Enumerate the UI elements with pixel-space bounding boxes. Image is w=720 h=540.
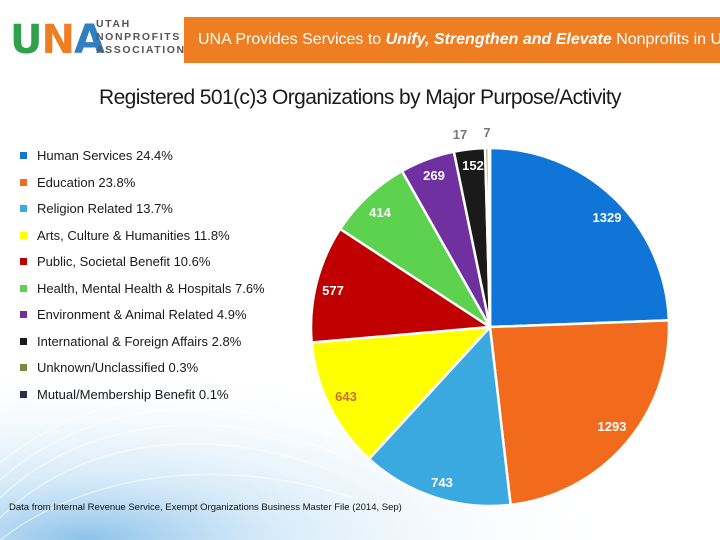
pie-slice-education — [488, 319, 671, 507]
legend-swatch — [20, 390, 27, 398]
una-logo: UNA UTAH NONPROFITS ASSOCIATION — [10, 14, 184, 66]
data-label-arts-culture-humanities: 643 — [335, 389, 357, 404]
pie-slice-religion-related — [367, 325, 512, 508]
data-label-mutual-membership-benefit: 7 — [483, 125, 490, 140]
legend-label: Arts, Culture & Humanities 11.8% — [37, 227, 230, 243]
legend-label: Education 23.8% — [37, 174, 136, 190]
legend-swatch — [20, 337, 27, 345]
data-label-health-mental-health-hospitals: 414 — [369, 205, 391, 220]
data-label-international-foreign-affairs: 152 — [462, 158, 484, 173]
legend-swatch — [20, 152, 27, 159]
legend-label: Mutual/Membership Benefit 0.1% — [37, 386, 229, 402]
legend-label: Religion Related 13.7% — [37, 201, 173, 216]
data-label-religion-related: 743 — [431, 475, 453, 490]
logo-wordmark: UTAH NONPROFITS ASSOCIATION — [96, 18, 186, 56]
legend-swatch — [20, 205, 27, 212]
legend-swatch — [20, 284, 27, 292]
legend-label: Environment & Animal Related 4.9% — [37, 307, 247, 322]
source-footnote: Data from Internal Revenue Service, Exem… — [9, 502, 402, 513]
legend-swatch — [20, 178, 27, 186]
legend-label: Unknown/Unclassified 0.3% — [37, 360, 199, 375]
pie-slice-arts-culture-humanities — [310, 325, 492, 461]
legend-swatch — [20, 364, 27, 371]
legend-label: Health, Mental Health & Hospitals 7.6% — [37, 280, 265, 296]
data-label-public-societal-benefit: 577 — [322, 283, 344, 298]
data-label-education: 1293 — [598, 419, 627, 434]
legend-swatch — [20, 258, 27, 265]
data-label-human-services: 1329 — [593, 210, 622, 225]
legend-label: Human Services 24.4% — [37, 148, 173, 163]
header-banner: UNA Provides Services to Unify, Strength… — [184, 17, 720, 63]
legend-label: International & Foreign Affairs 2.8% — [37, 333, 242, 349]
chart-title: Registered 501(c)3 Organizations by Majo… — [99, 86, 622, 109]
logo-mark: UNA — [10, 17, 105, 63]
pie-slice-human-services — [488, 146, 671, 329]
pie-slice-public-societal-benefit — [309, 227, 492, 344]
data-label-unknown-unclassified: 17 — [453, 127, 467, 142]
legend-swatch — [20, 311, 27, 318]
legend-label: Public, Societal Benefit 10.6% — [37, 254, 211, 269]
data-label-environment-animal-related: 269 — [423, 168, 445, 183]
pie-slice-mutual-membership-benefit — [487, 146, 492, 329]
legend-swatch — [20, 231, 27, 239]
